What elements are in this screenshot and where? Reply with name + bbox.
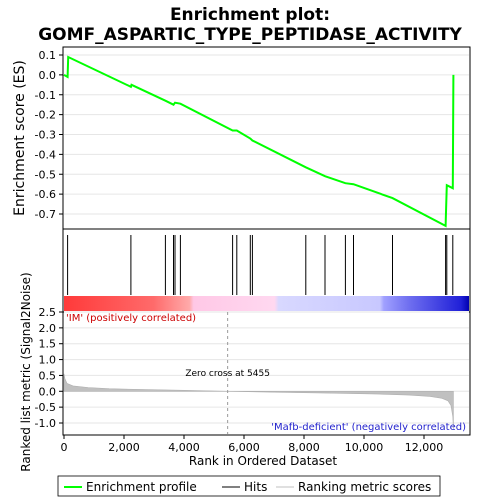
- ranking-y-axis-label: Ranked list metric (Signal2Noise): [19, 272, 33, 471]
- legend-ranking-label: Ranking metric scores: [298, 480, 431, 494]
- es-panel: [62, 46, 471, 230]
- rank-y-tick-label: 2.5: [39, 306, 57, 319]
- hits-group: [67, 235, 454, 295]
- ranking-color-bar: [64, 296, 469, 311]
- es-y-tick-label: -0.6: [35, 188, 56, 201]
- es-y-axis-label: Enrichment score (ES): [12, 60, 28, 216]
- ranking-area-group: [63, 373, 454, 430]
- x-tick-label: 10,000: [345, 441, 384, 454]
- chart-title-line1: Enrichment plot:: [170, 5, 330, 25]
- zero-cross-label: Zero cross at 5455: [185, 369, 270, 379]
- rank-y-ticks: 2.5 2.0 1.5 1.0 0.5 0.0 -0.5 -1.0: [35, 306, 63, 430]
- es-y-tick-label: -0.7: [35, 208, 56, 221]
- es-y-tick-label: -0.1: [35, 89, 56, 102]
- x-tick-label: 2,000: [108, 441, 140, 454]
- negative-correlation-label: 'Mafb-deficient' (negatively correlated): [271, 422, 466, 433]
- chart-title-line2: GOMF_ASPARTIC_TYPE_PEPTIDASE_ACTIVITY: [38, 25, 462, 45]
- es-y-tick-label: 0.0: [39, 69, 57, 82]
- ranking-panel: [62, 311, 471, 436]
- ranking-metric-area: [63, 373, 454, 430]
- positive-correlation-label: 'IM' (positively correlated): [66, 313, 196, 324]
- x-tick-label: 12,000: [405, 441, 444, 454]
- es-gridlines: [64, 54, 469, 215]
- rank-y-tick-label: -0.5: [35, 401, 56, 414]
- x-tick-label: 0: [61, 441, 68, 454]
- es-line-group: [63, 55, 455, 228]
- es-y-tick-label: -0.4: [35, 148, 56, 161]
- rank-y-tick-label: 2.0: [39, 322, 57, 335]
- rank-gridlines: [64, 311, 469, 424]
- rank-y-tick-label: -1.0: [35, 417, 56, 430]
- rank-x-ticks: 0 2,000 4,000 6,000 8,000 10,000 12,000: [61, 435, 444, 454]
- rank-y-tick-label: 0.5: [39, 369, 57, 382]
- es-y-tick-label: -0.5: [35, 168, 56, 181]
- es-y-tick-label: -0.2: [35, 109, 56, 122]
- rank-y-tick-label: 1.5: [39, 338, 57, 351]
- x-tick-label: 4,000: [168, 441, 200, 454]
- legend-hits-label: Hits: [244, 480, 267, 494]
- rank-y-tick-label: 0.0: [39, 385, 57, 398]
- legend-enrichment-label: Enrichment profile: [86, 480, 197, 494]
- x-axis-label: Rank in Ordered Dataset: [189, 454, 337, 468]
- es-y-ticks: 0.1 0.0 -0.1 -0.2 -0.3 -0.4 -0.5 -0.6 -0.7: [35, 49, 63, 221]
- x-tick-label: 6,000: [228, 441, 260, 454]
- legend-box: [57, 475, 441, 497]
- es-y-tick-label: 0.1: [39, 49, 57, 62]
- x-tick-label: 8,000: [288, 441, 320, 454]
- rank-y-tick-label: 1.0: [39, 354, 57, 367]
- enrichment-profile-line: [63, 55, 455, 228]
- es-y-tick-label: -0.3: [35, 129, 56, 142]
